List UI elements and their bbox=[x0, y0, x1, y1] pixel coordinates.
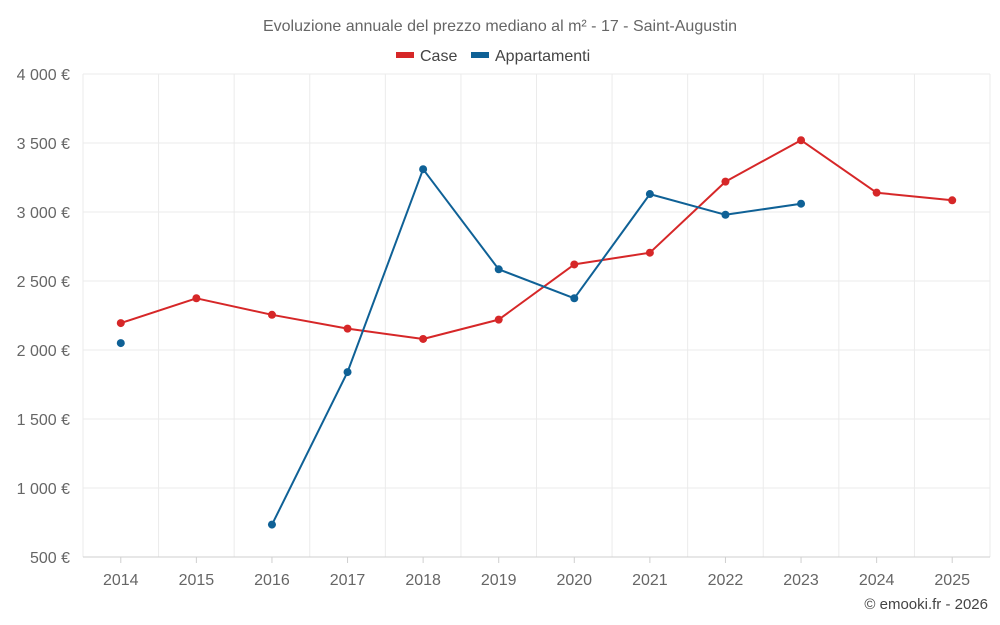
x-tick-label: 2024 bbox=[859, 572, 895, 589]
series-line-case bbox=[119, 139, 954, 340]
y-tick-label: 1 500 € bbox=[17, 412, 70, 429]
data-point-appartamenti-2014[interactable] bbox=[116, 339, 125, 348]
data-point-appartamenti-2023[interactable] bbox=[797, 199, 806, 208]
series-case bbox=[116, 136, 957, 343]
data-point-case-2014[interactable] bbox=[116, 319, 125, 328]
data-point-appartamenti-2022[interactable] bbox=[721, 210, 730, 219]
x-tick-label: 2022 bbox=[708, 572, 744, 589]
data-point-case-2015[interactable] bbox=[192, 294, 201, 303]
x-tick-label: 2020 bbox=[556, 572, 592, 589]
legend-item-appartamenti[interactable]: Appartamenti bbox=[471, 48, 590, 65]
data-point-case-2022[interactable] bbox=[721, 177, 730, 186]
legend: Case Appartamenti bbox=[396, 48, 590, 65]
x-tick-label: 2014 bbox=[103, 572, 139, 589]
x-tick-label: 2023 bbox=[783, 572, 819, 589]
data-point-case-2020[interactable] bbox=[570, 260, 579, 269]
legend-item-case[interactable]: Case bbox=[396, 48, 457, 65]
x-tick-label: 2015 bbox=[179, 572, 215, 589]
legend-label-appartamenti: Appartamenti bbox=[495, 48, 590, 65]
grid bbox=[82, 73, 991, 558]
x-tick-label: 2019 bbox=[481, 572, 517, 589]
legend-swatch-case bbox=[396, 52, 414, 58]
data-point-appartamenti-2021[interactable] bbox=[645, 190, 654, 199]
credit-text: © emooki.fr - 2026 bbox=[864, 596, 988, 613]
x-tick-label: 2021 bbox=[632, 572, 668, 589]
data-point-appartamenti-2017[interactable] bbox=[343, 368, 352, 377]
data-point-case-2024[interactable] bbox=[872, 188, 881, 197]
legend-label-case: Case bbox=[420, 48, 457, 65]
chart-title: Evoluzione annuale del prezzo mediano al… bbox=[263, 18, 737, 35]
data-point-case-2021[interactable] bbox=[645, 248, 654, 257]
series-layer bbox=[116, 136, 957, 529]
y-tick-label: 2 500 € bbox=[17, 274, 70, 291]
data-point-case-2016[interactable] bbox=[267, 310, 276, 319]
data-point-appartamenti-2016[interactable] bbox=[267, 520, 276, 529]
x-tick-label: 2025 bbox=[934, 572, 970, 589]
data-point-appartamenti-2020[interactable] bbox=[570, 294, 579, 303]
data-point-appartamenti-2019[interactable] bbox=[494, 265, 503, 274]
legend-swatch-appartamenti bbox=[471, 52, 489, 58]
y-tick-label: 3 000 € bbox=[17, 205, 70, 222]
data-point-appartamenti-2018[interactable] bbox=[419, 165, 428, 174]
data-point-case-2023[interactable] bbox=[797, 136, 806, 145]
data-point-case-2018[interactable] bbox=[419, 334, 428, 343]
y-tick-label: 4 000 € bbox=[17, 67, 70, 84]
data-point-case-2019[interactable] bbox=[494, 315, 503, 324]
x-tick-label: 2018 bbox=[405, 572, 441, 589]
y-tick-label: 1 000 € bbox=[17, 481, 70, 498]
x-tick-label: 2017 bbox=[330, 572, 366, 589]
x-tick-label: 2016 bbox=[254, 572, 290, 589]
y-tick-label: 2 000 € bbox=[17, 343, 70, 360]
series-line-appartamenti bbox=[271, 168, 802, 526]
y-tick-label: 500 € bbox=[30, 550, 70, 567]
series-appartamenti bbox=[116, 165, 806, 529]
data-point-case-2025[interactable] bbox=[948, 196, 957, 205]
y-tick-label: 3 500 € bbox=[17, 136, 70, 153]
y-axis: 500 € 1 000 € 1 500 € 2 000 € 2 500 € 3 000 €… bbox=[17, 67, 70, 567]
data-point-case-2017[interactable] bbox=[343, 324, 352, 333]
x-axis: 2014 2015 2016 2017 2018 2019 2020 2021 2022 2023… bbox=[83, 556, 990, 589]
